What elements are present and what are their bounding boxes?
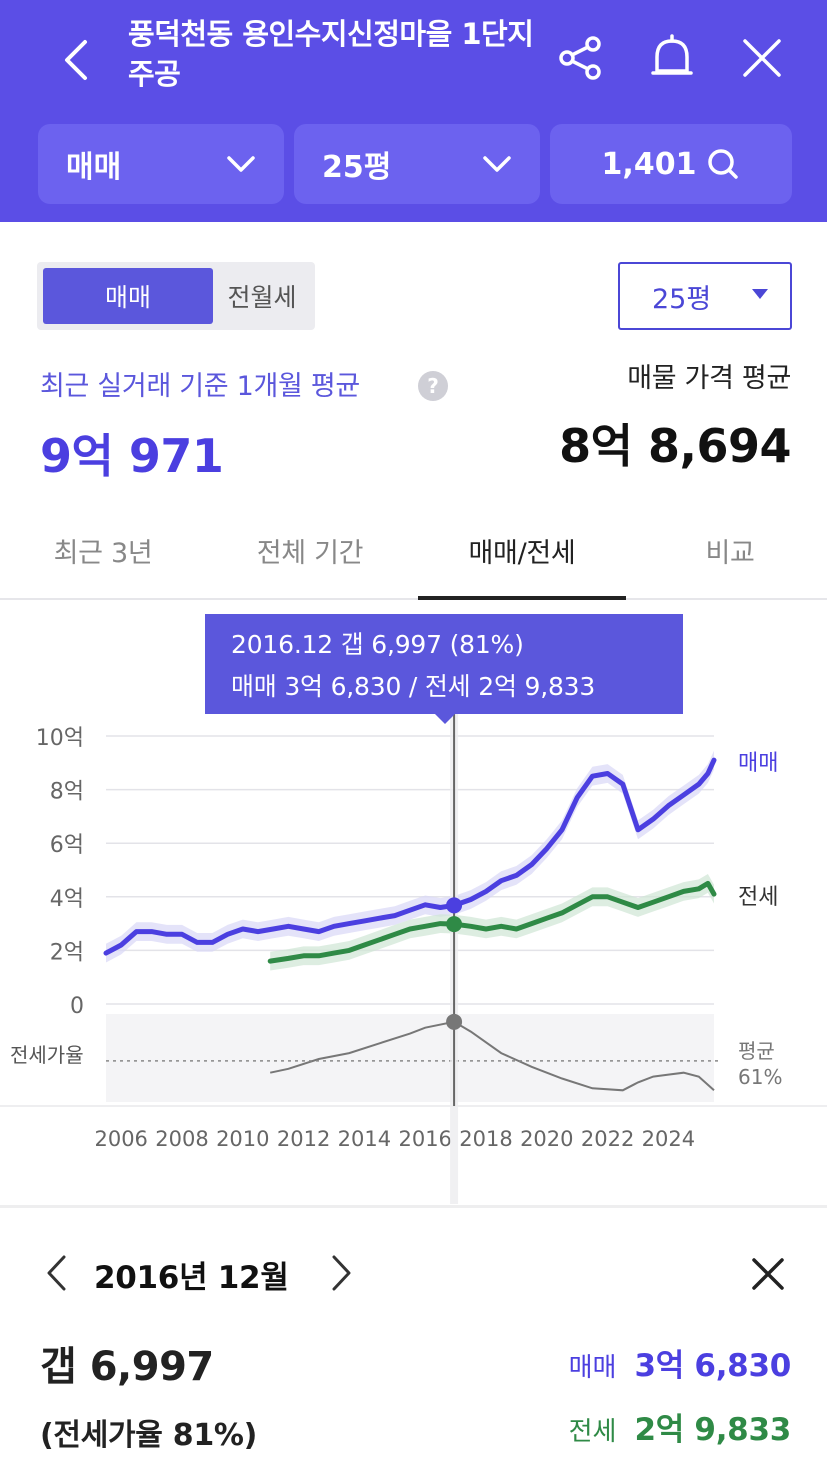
sale-price-label: 매매 (568, 1353, 617, 1383)
selected-month: 2016년 12월 (94, 1260, 289, 1296)
series-label-sale: 매매 (738, 751, 778, 776)
size-select-label: 25평 (652, 283, 712, 315)
deal-type-label: 매매 (66, 150, 122, 185)
ratio-average-label: 평균 (738, 1039, 775, 1063)
alarm-button[interactable] (644, 30, 700, 86)
gap-value: 갭 6,997 (40, 1344, 214, 1390)
jeonse-ratio: (전세가율 81%) (40, 1418, 258, 1453)
tooltip-line-1: 2016.12 갭 6,997 (81%) (231, 630, 524, 659)
size-label: 25평 (322, 150, 392, 185)
y-tick-label: 2억 (50, 940, 84, 965)
recent-avg-value: 9억 971 (40, 429, 224, 483)
x-tick-label: 2024 (642, 1127, 695, 1151)
page-title: 풍덕천동 용인수지신정마을 1단지주공 (128, 17, 534, 91)
jeonse-price-row: 전세 2억 9,833 (568, 1404, 792, 1449)
tab-recent-3y[interactable]: 최근 3년 (53, 537, 153, 569)
tab-underline (418, 596, 626, 600)
jeonse-price-value: 2억 9,833 (634, 1412, 791, 1448)
tooltip-line-2: 매매 3억 6,830 / 전세 2억 9,833 (231, 672, 596, 701)
selected-point-jeonse (446, 916, 463, 933)
sale-price-row: 매매 3억 6,830 (568, 1340, 792, 1385)
prev-month-button[interactable] (36, 1248, 76, 1298)
period-tabs: 최근 3년 전체 기간 매매/전세 비교 (0, 500, 827, 600)
x-tick-label: 2014 (338, 1127, 391, 1151)
tab-all-period[interactable]: 전체 기간 (256, 537, 364, 569)
series-label-jeonse: 전세 (738, 885, 778, 910)
chevron-left-icon (47, 1255, 66, 1291)
recent-avg-label: 최근 실거래 기준 1개월 평균 (40, 371, 360, 402)
series-band (106, 750, 714, 963)
size-select[interactable]: 25평 (618, 262, 792, 330)
help-icon[interactable]: ? (418, 371, 448, 401)
chart-canvas[interactable]: 10억 8억 6억 4억 2억 0 2006 2008 2010 2012 2014 2016 2018… (0, 602, 827, 1207)
deal-segment: 매매 전월세 (37, 262, 315, 330)
listing-avg-label: 매물 가격 평균 (627, 363, 791, 394)
back-button[interactable] (52, 32, 100, 88)
jeonse-price-label: 전세 (568, 1417, 617, 1447)
next-month-button[interactable] (322, 1248, 362, 1298)
tab-sale-jeonse[interactable]: 매매/전세 (468, 537, 576, 569)
share-icon (559, 36, 601, 80)
chevron-right-icon (332, 1255, 351, 1291)
share-button[interactable] (552, 30, 608, 86)
x-tick-label: 2008 (155, 1127, 208, 1151)
close-button[interactable] (734, 30, 790, 86)
series-line-sale (103, 757, 717, 956)
size-dropdown[interactable]: 25평 (294, 124, 540, 204)
listing-search-button[interactable]: 1,401 (550, 124, 792, 204)
x-tick-label: 2006 (94, 1127, 147, 1151)
bell-icon (651, 34, 693, 75)
y-tick-label: 0 (70, 994, 84, 1019)
close-icon (752, 1258, 784, 1290)
chevron-down-icon (227, 156, 255, 172)
selected-point-sale (446, 897, 463, 914)
search-icon (708, 149, 739, 179)
y-tick-label: 8억 (50, 780, 84, 805)
listing-count: 1,401 (601, 146, 697, 182)
app-header: 풍덕천동 용인수지신정마을 1단지주공 매매 25평 (0, 0, 827, 222)
x-tick-label: 2020 (520, 1127, 573, 1151)
section-divider (0, 1205, 827, 1208)
segment-sale[interactable]: 매매 (43, 268, 213, 324)
ratio-axis-label: 전세가율 (10, 1043, 84, 1067)
segment-rent[interactable]: 전월세 (227, 283, 297, 312)
x-tick-label: 2022 (581, 1127, 634, 1151)
x-tick-label: 2016 (398, 1127, 451, 1151)
y-tick-label: 4억 (50, 887, 84, 912)
caret-down-icon (752, 289, 768, 299)
close-detail-button[interactable] (742, 1248, 794, 1300)
price-chart[interactable]: 10억 8억 6억 4억 2억 0 2006 2008 2010 2012 2014 2016 2018… (0, 602, 827, 1207)
selected-point-ratio (446, 1013, 463, 1030)
close-icon (743, 39, 781, 77)
chevron-left-icon (65, 40, 87, 80)
series-line-jeonse (267, 880, 717, 964)
y-tick-label: 10억 (36, 726, 84, 751)
x-tick-label: 2018 (459, 1127, 512, 1151)
ratio-line (269, 1020, 715, 1092)
ratio-average-value: 61% (738, 1065, 782, 1089)
x-tick-label: 2010 (216, 1127, 269, 1151)
chart-tooltip: 2016.12 갭 6,997 (81%) 매매 3억 6,830 / 전세 2… (205, 614, 683, 724)
ratio-panel-bg (106, 1014, 714, 1102)
sale-price-value: 3억 6,830 (634, 1348, 791, 1384)
y-tick-label: 6억 (50, 833, 84, 858)
x-tick-label: 2012 (277, 1127, 330, 1151)
deal-type-dropdown[interactable]: 매매 (38, 124, 284, 204)
tab-compare[interactable]: 비교 (705, 537, 755, 569)
chevron-down-icon (483, 156, 511, 172)
listing-avg-value: 8억 8,694 (559, 419, 791, 473)
